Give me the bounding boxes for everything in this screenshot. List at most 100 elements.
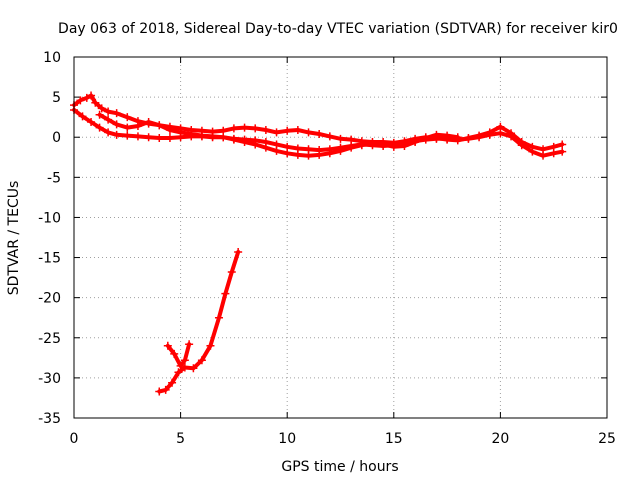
data-point <box>176 361 185 370</box>
data-point <box>91 98 100 107</box>
data-point <box>229 135 238 144</box>
data-point <box>357 141 366 150</box>
data-point <box>104 107 113 116</box>
data-point <box>240 138 249 147</box>
y-tick-label: -5 <box>47 170 61 186</box>
tick-labels: 0 5 10 15 20 25 -35 -30 -25 -20 -15 -10 -5 0 5 10 <box>38 50 616 447</box>
data-point <box>144 133 153 142</box>
series-track-3 <box>95 110 462 160</box>
data-point <box>293 126 302 135</box>
series-track-4 <box>155 247 243 396</box>
data-point <box>251 124 260 133</box>
data-point <box>206 341 215 350</box>
data-point <box>197 356 206 365</box>
data-point <box>325 149 334 158</box>
data-point <box>123 123 132 132</box>
data-point <box>558 147 567 156</box>
data-point <box>240 123 249 132</box>
data-point <box>379 140 388 149</box>
data-point <box>421 134 430 143</box>
data-point <box>155 387 164 396</box>
data-point <box>155 134 164 143</box>
data-point <box>144 117 153 126</box>
data-point <box>261 143 270 152</box>
data-point <box>197 131 206 140</box>
data-point <box>539 151 548 160</box>
data-point <box>368 139 377 148</box>
x-tick-label: 0 <box>70 431 79 447</box>
data-point <box>443 131 452 140</box>
data-point <box>229 124 238 133</box>
y-tick-label: -20 <box>38 291 61 307</box>
data-point <box>112 120 121 129</box>
data-point <box>155 121 164 130</box>
y-axis-label: SDTVAR / TECUs <box>6 181 22 296</box>
data-point <box>180 363 189 372</box>
data-point <box>104 128 113 137</box>
y-tick-label: -10 <box>38 210 61 226</box>
data-point <box>558 140 567 149</box>
data-point <box>219 133 228 142</box>
y-tick-label: 5 <box>52 90 61 106</box>
data-point <box>336 146 345 155</box>
x-tick-label: 25 <box>598 431 616 447</box>
data-point <box>168 378 177 387</box>
data-point <box>283 126 292 135</box>
data-point <box>214 313 223 322</box>
data-point <box>227 267 236 276</box>
data-point <box>170 349 179 358</box>
x-tick-label: 10 <box>278 431 296 447</box>
data-point <box>180 356 189 365</box>
data-point <box>304 151 313 160</box>
data-point <box>133 132 142 141</box>
x-tick-label: 20 <box>491 431 509 447</box>
data-point <box>315 150 324 159</box>
data-point <box>87 117 96 126</box>
y-tick-label: -25 <box>38 331 61 347</box>
data-point <box>163 341 172 350</box>
data-point <box>174 368 183 377</box>
x-axis-label: GPS time / hours <box>281 459 398 475</box>
data-point <box>123 113 132 122</box>
data-point <box>389 142 398 151</box>
y-tick-label: -35 <box>38 411 61 427</box>
data-point <box>76 96 85 105</box>
data-point <box>325 132 334 141</box>
y-tick-label: -15 <box>38 251 61 267</box>
chart-title: Day 063 of 2018, Sidereal Day-to-day VTE… <box>58 21 618 37</box>
data-point <box>165 126 174 135</box>
data-point <box>261 126 270 135</box>
series-track-5 <box>163 340 194 370</box>
data-point <box>112 130 121 139</box>
data-point <box>221 289 230 298</box>
data-point <box>189 364 198 373</box>
data-point <box>176 128 185 137</box>
data-point <box>507 132 516 141</box>
plot-frame <box>73 56 608 419</box>
data-point <box>400 142 409 151</box>
data-point <box>272 146 281 155</box>
data-point <box>133 121 142 130</box>
data-point <box>234 247 243 256</box>
y-tick-label: -30 <box>38 371 61 387</box>
data-point <box>161 385 170 394</box>
data-point <box>549 149 558 158</box>
data-point <box>165 134 174 143</box>
data-point <box>453 133 462 142</box>
y-tick-label: 0 <box>52 130 61 146</box>
data-point <box>528 147 537 156</box>
data-point <box>496 129 505 138</box>
data-point <box>82 93 91 102</box>
data-point <box>293 150 302 159</box>
data-point <box>411 138 420 147</box>
data-point <box>475 133 484 142</box>
data-point <box>95 123 104 132</box>
data-point <box>97 104 106 113</box>
data-point <box>87 91 96 100</box>
data-point <box>432 130 441 139</box>
data-point <box>304 128 313 137</box>
data-point <box>315 130 324 139</box>
x-tick-label: 5 <box>176 431 185 447</box>
